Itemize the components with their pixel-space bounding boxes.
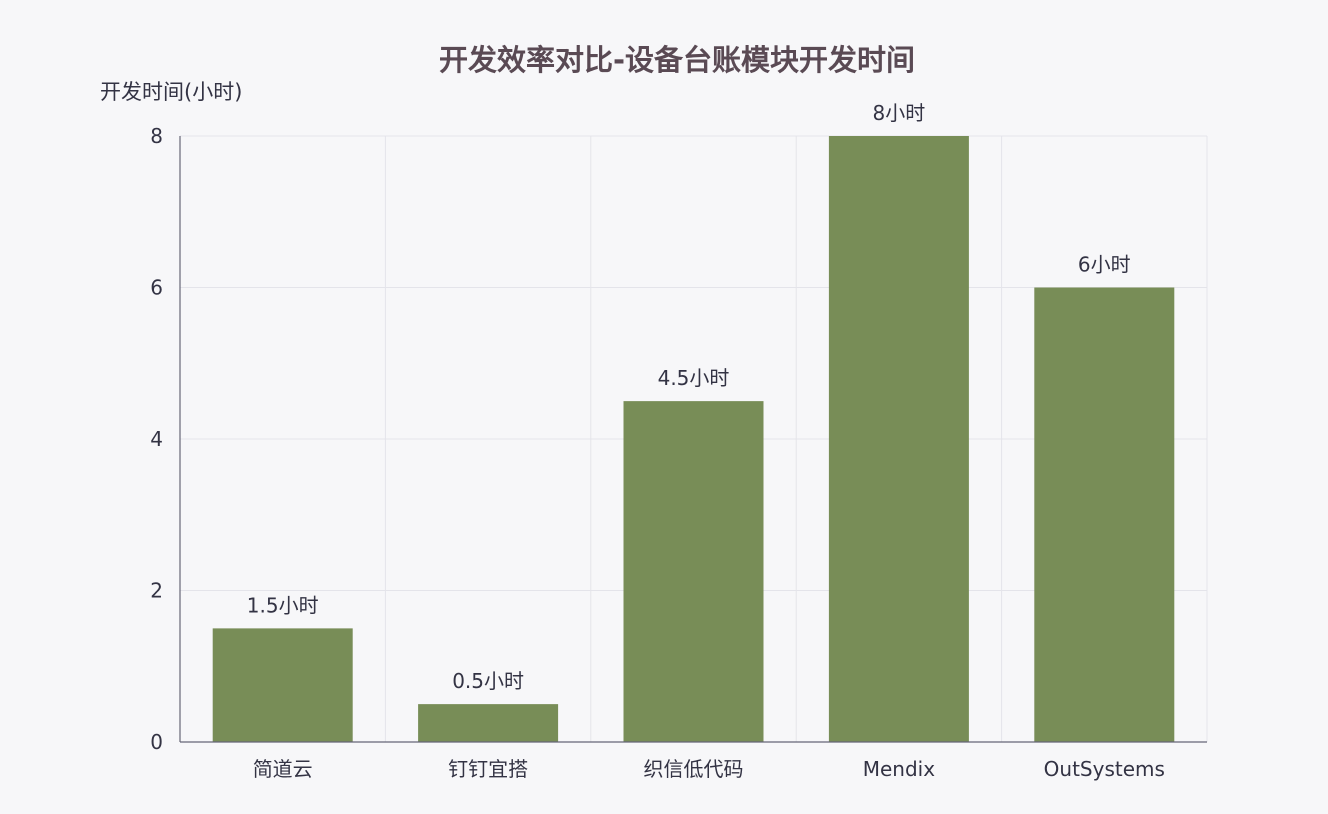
y-tick-label: 6 xyxy=(150,276,163,300)
bars xyxy=(212,136,1175,742)
y-tick-label: 0 xyxy=(150,730,163,754)
bar xyxy=(828,136,969,742)
bar-value-label: 4.5小时 xyxy=(658,366,730,390)
y-axis-label: 开发时间(小时) xyxy=(100,80,242,104)
bar-value-label: 0.5小时 xyxy=(452,669,524,693)
x-category-label: 简道云 xyxy=(253,757,313,781)
x-category-label: OutSystems xyxy=(1044,757,1165,781)
axes xyxy=(179,136,1207,743)
x-category-label: 钉钉宜搭 xyxy=(448,757,528,781)
bar-value-label: 8小时 xyxy=(873,101,926,125)
bar xyxy=(212,628,353,742)
bar-value-label: 1.5小时 xyxy=(247,593,319,617)
bar xyxy=(623,401,764,742)
bar xyxy=(418,704,559,742)
y-tick-label: 2 xyxy=(150,579,163,603)
bar-value-label: 6小时 xyxy=(1078,253,1131,277)
bar xyxy=(1034,287,1175,742)
x-category-label: 织信低代码 xyxy=(644,757,744,781)
chart-title: 开发效率对比-设备台账模块开发时间 xyxy=(439,43,915,77)
y-tick-label: 8 xyxy=(150,124,163,148)
x-category-label: Mendix xyxy=(863,757,935,781)
y-tick-label: 4 xyxy=(150,427,163,451)
grid-lines xyxy=(180,135,1208,742)
